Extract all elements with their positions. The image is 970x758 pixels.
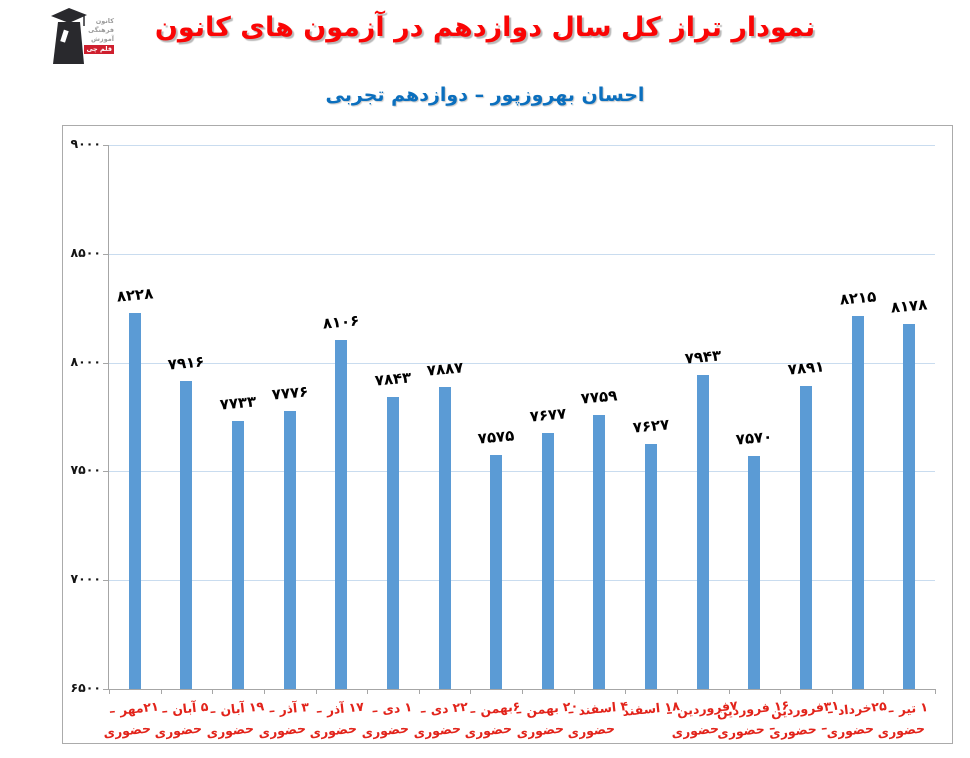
bar	[852, 316, 864, 689]
x-tick-mark	[780, 689, 781, 694]
gridline	[109, 145, 935, 146]
plot-area: ۹۰۰۰ ۸۵۰۰ ۸۰۰۰ ۷۵۰۰ ۷۰۰۰ ۶۵۰۰ ۸۲۲۸ ۲۱مهر – حضوری…	[70, 136, 936, 741]
y-tick-mark	[103, 580, 109, 581]
bar	[180, 381, 192, 689]
y-tick-mark	[103, 254, 109, 255]
logo-line-2: فرهنگی	[88, 26, 114, 34]
x-tick-mark	[109, 689, 110, 694]
graduate-figure-icon	[51, 8, 87, 64]
x-tick-mark	[935, 689, 936, 694]
bar	[387, 397, 399, 689]
y-tick-mark	[103, 689, 109, 690]
bar	[593, 415, 605, 689]
bar-value-label: ۷۹۴۳	[683, 346, 723, 368]
bar	[903, 324, 915, 689]
gridline	[109, 363, 935, 364]
x-tick-mark	[883, 689, 884, 694]
bar-value-label: ۷۵۷۵	[476, 426, 516, 448]
y-axis-tick-label: ۶۵۰۰	[70, 680, 101, 695]
bar	[335, 340, 347, 689]
x-tick-mark	[522, 689, 523, 694]
bar-value-label: ۷۷۵۹	[579, 386, 619, 408]
bar	[800, 386, 812, 689]
logo-text: کانون فرهنگی آموزش قلم چی	[84, 17, 114, 54]
y-tick-mark	[103, 145, 109, 146]
y-axis-tick-label: ۸۵۰۰	[70, 245, 101, 260]
y-tick-mark	[103, 471, 109, 472]
logo-badge: قلم چی	[84, 45, 114, 54]
y-tick-mark	[103, 363, 109, 364]
x-tick-mark	[264, 689, 265, 694]
x-tick-mark	[470, 689, 471, 694]
bar-value-label: ۷۸۸۷	[425, 358, 465, 380]
y-axis-tick-label: ۸۰۰۰	[70, 354, 101, 369]
chart-title: نمودار تراز کل سال دوازدهم در آزمون های …	[154, 12, 816, 43]
bar	[129, 313, 141, 689]
gridline	[109, 254, 935, 255]
x-tick-mark	[419, 689, 420, 694]
x-category-label: ۱ تیر – حضوری	[869, 694, 949, 744]
x-tick-mark	[161, 689, 162, 694]
y-axis-tick-label: ۷۵۰۰	[70, 462, 101, 477]
bar-value-label: ۷۸۹۱	[786, 357, 826, 379]
bar	[645, 444, 657, 689]
x-tick-mark	[316, 689, 317, 694]
chart-area: ۹۰۰۰ ۸۵۰۰ ۸۰۰۰ ۷۵۰۰ ۷۰۰۰ ۶۵۰۰ ۸۲۲۸ ۲۱مهر – حضوری…	[62, 125, 953, 744]
gridline	[109, 471, 935, 472]
x-tick-mark	[677, 689, 678, 694]
bar-value-label: ۷۹۱۶	[166, 352, 206, 374]
gridline	[109, 580, 935, 581]
x-tick-mark	[212, 689, 213, 694]
bar-value-label: ۷۷۷۶	[270, 382, 310, 404]
bar	[490, 455, 502, 689]
bar	[439, 387, 451, 689]
logo-line-3: آموزش	[90, 35, 114, 43]
bar-value-label: ۷۶۲۷	[631, 415, 671, 437]
kanoon-logo: کانون فرهنگی آموزش قلم چی	[48, 4, 114, 68]
bar-value-label: ۸۲۲۸	[115, 284, 155, 306]
bar	[284, 411, 296, 689]
bar	[697, 375, 709, 689]
x-tick-mark	[367, 689, 368, 694]
bar	[748, 456, 760, 689]
x-tick-mark	[729, 689, 730, 694]
chart-subtitle: احسان بهروزپور – دوازدهم تجربی	[325, 84, 645, 106]
x-tick-mark	[832, 689, 833, 694]
x-tick-mark	[625, 689, 626, 694]
bar-value-label: ۷۵۷۰	[734, 427, 774, 449]
y-axis-tick-label: ۹۰۰۰	[70, 136, 101, 151]
y-axis-tick-label: ۷۰۰۰	[70, 571, 101, 586]
logo-line-1: کانون	[95, 17, 114, 25]
bar	[232, 421, 244, 689]
bar	[542, 433, 554, 689]
bar-value-label: ۸۱۰۶	[321, 311, 361, 333]
x-tick-mark	[574, 689, 575, 694]
